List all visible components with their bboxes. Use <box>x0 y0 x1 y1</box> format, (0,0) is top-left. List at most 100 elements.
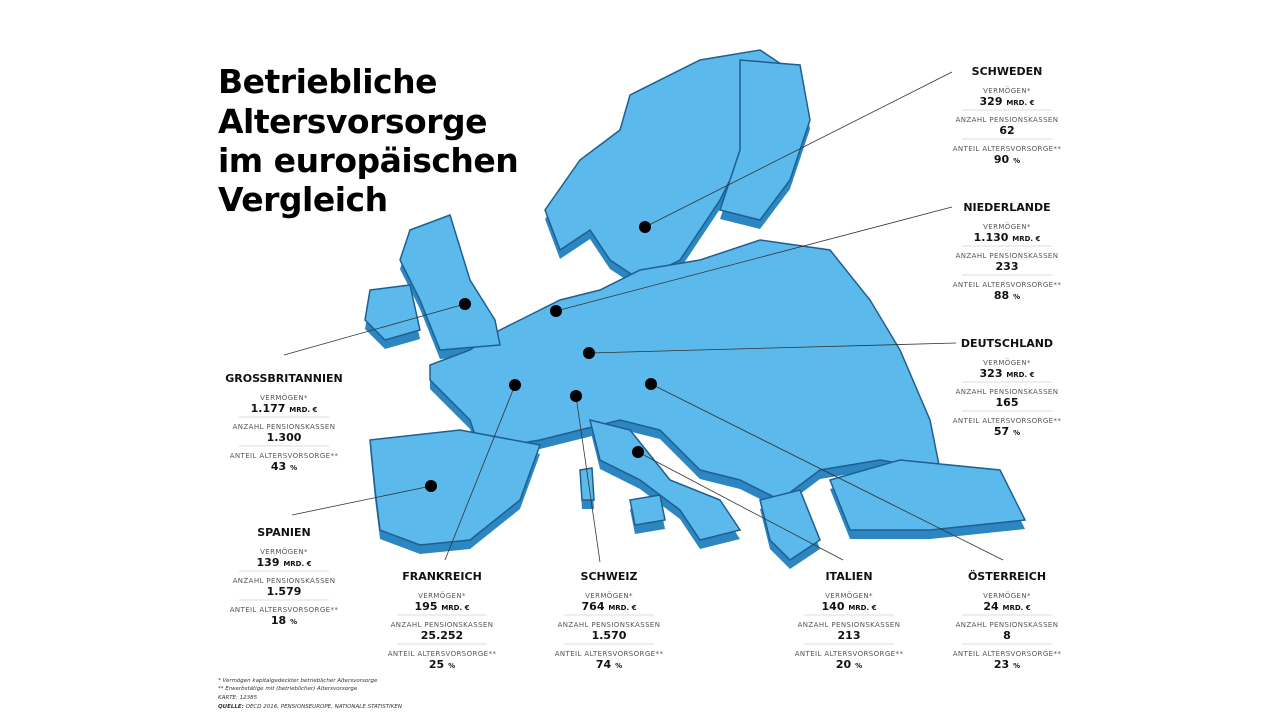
field-label: ANTEIL ALTERSVORSORGE** <box>953 281 1062 289</box>
leader-line <box>555 206 953 312</box>
unit: % <box>1013 293 1020 301</box>
country-block: GROSSBRITANNIEN VERMÖGEN*1.177 MRD. € ANZA… <box>225 298 471 473</box>
source-text: OECD 2016, PENSIONSEUROPE, NATIONALE STA… <box>246 704 402 710</box>
value: 57 <box>994 425 1009 438</box>
field-value: 323 MRD. € <box>980 367 1035 380</box>
unit: % <box>855 662 862 670</box>
field-label: ANZAHL PENSIONSKASSEN <box>233 577 336 585</box>
field-value: 25 % <box>429 658 455 671</box>
field-label: ANZAHL PENSIONSKASSEN <box>956 621 1059 629</box>
unit: % <box>448 662 455 670</box>
value: 74 <box>596 658 612 671</box>
value: 1.570 <box>592 629 627 642</box>
unit: MRD. € <box>441 604 469 612</box>
country-name: NIEDERLANDE <box>963 201 1050 214</box>
field-label: VERMÖGEN* <box>983 591 1031 600</box>
field-label: VERMÖGEN* <box>260 393 308 402</box>
value: 1.177 <box>251 402 286 415</box>
leader-line <box>637 451 844 561</box>
leader-line <box>444 384 516 561</box>
field-label: ANZAHL PENSIONSKASSEN <box>558 621 661 629</box>
value: 213 <box>838 629 861 642</box>
field-value: 213 <box>838 629 861 642</box>
unit: MRD. € <box>1006 371 1034 379</box>
field-value: 1.300 <box>267 431 302 444</box>
location-dot <box>639 221 651 233</box>
field-value: 764 MRD. € <box>582 600 637 613</box>
field-value: 1.570 <box>592 629 627 642</box>
country-name: FRANKREICH <box>402 570 482 583</box>
title-line: Altersvorsorge <box>218 102 487 141</box>
field-value: 1.130 MRD. € <box>974 231 1041 244</box>
unit: MRD. € <box>1012 235 1040 243</box>
field-value: 140 MRD. € <box>822 600 877 613</box>
field-label: ANZAHL PENSIONSKASSEN <box>798 621 901 629</box>
value: 1.300 <box>267 431 302 444</box>
field-value: 24 MRD. € <box>983 600 1030 613</box>
location-dot <box>632 446 644 458</box>
leader-line <box>650 383 1004 561</box>
field-label: ANZAHL PENSIONSKASSEN <box>956 388 1059 396</box>
field-label: VERMÖGEN* <box>983 222 1031 231</box>
value: 24 <box>983 600 999 613</box>
field-label: ANZAHL PENSIONSKASSEN <box>391 621 494 629</box>
field-label: VERMÖGEN* <box>825 591 873 600</box>
value: 90 <box>994 153 1010 166</box>
field-value: 88 % <box>994 289 1020 302</box>
unit: % <box>290 618 297 626</box>
field-label: VERMÖGEN* <box>418 591 466 600</box>
field-label: ANTEIL ALTERSVORSORGE** <box>230 452 339 460</box>
field-label: ANTEIL ALTERSVORSORGE** <box>388 650 497 658</box>
value: 329 <box>980 95 1003 108</box>
unit: % <box>290 464 297 472</box>
country-block: DEUTSCHLAND VERMÖGEN*323 MRD. € ANZAHL PEN… <box>583 337 1061 438</box>
value: 165 <box>996 396 1019 409</box>
unit: MRD. € <box>289 406 317 414</box>
field-value: 43 % <box>271 460 297 473</box>
field-value: 74 % <box>596 658 622 671</box>
field-label: ANZAHL PENSIONSKASSEN <box>956 252 1059 260</box>
unit: MRD. € <box>1003 604 1031 612</box>
value: 20 <box>836 658 852 671</box>
field-value: 165 <box>996 396 1019 409</box>
value: 195 <box>415 600 438 613</box>
unit: MRD. € <box>1006 99 1034 107</box>
field-label: ANTEIL ALTERSVORSORGE** <box>953 417 1062 425</box>
value: 18 <box>271 614 286 627</box>
field-value: 90 % <box>994 153 1020 166</box>
footnote: * Vermögen kapitalgedeckter betriebliche… <box>218 678 378 684</box>
source-label: QUELLE: <box>218 704 244 710</box>
unit: % <box>1013 429 1020 437</box>
field-value: 25.252 <box>421 629 463 642</box>
field-value: 57 % <box>994 425 1020 438</box>
country-name: SCHWEIZ <box>581 570 638 583</box>
field-label: ANTEIL ALTERSVORSORGE** <box>230 606 339 614</box>
field-value: 62 <box>999 124 1014 137</box>
field-label: ANTEIL ALTERSVORSORGE** <box>795 650 904 658</box>
title-line: Betriebliche <box>218 62 437 101</box>
leader-line <box>588 342 957 354</box>
unit: MRD. € <box>283 560 311 568</box>
field-value: 233 <box>996 260 1019 273</box>
value: 25.252 <box>421 629 463 642</box>
field-value: 195 MRD. € <box>415 600 470 613</box>
unit: % <box>1013 157 1020 165</box>
unit: % <box>615 662 622 670</box>
title-line: Vergleich <box>218 180 388 219</box>
value: 23 <box>994 658 1009 671</box>
location-dot <box>570 390 582 402</box>
title-line: im europäischen <box>218 141 518 180</box>
field-label: ANTEIL ALTERSVORSORGE** <box>953 145 1062 153</box>
location-dot <box>509 379 521 391</box>
field-value: 8 <box>1003 629 1011 642</box>
unit: MRD. € <box>848 604 876 612</box>
country-block: NIEDERLANDE VERMÖGEN*1.130 MRD. € ANZAHL P… <box>550 201 1061 317</box>
leader-line <box>283 303 466 356</box>
value: 233 <box>996 260 1019 273</box>
field-value: 18 % <box>271 614 297 627</box>
footnote: KARTE: 12385 <box>218 695 258 701</box>
value: 1.579 <box>267 585 302 598</box>
field-label: VERMÖGEN* <box>260 547 308 556</box>
